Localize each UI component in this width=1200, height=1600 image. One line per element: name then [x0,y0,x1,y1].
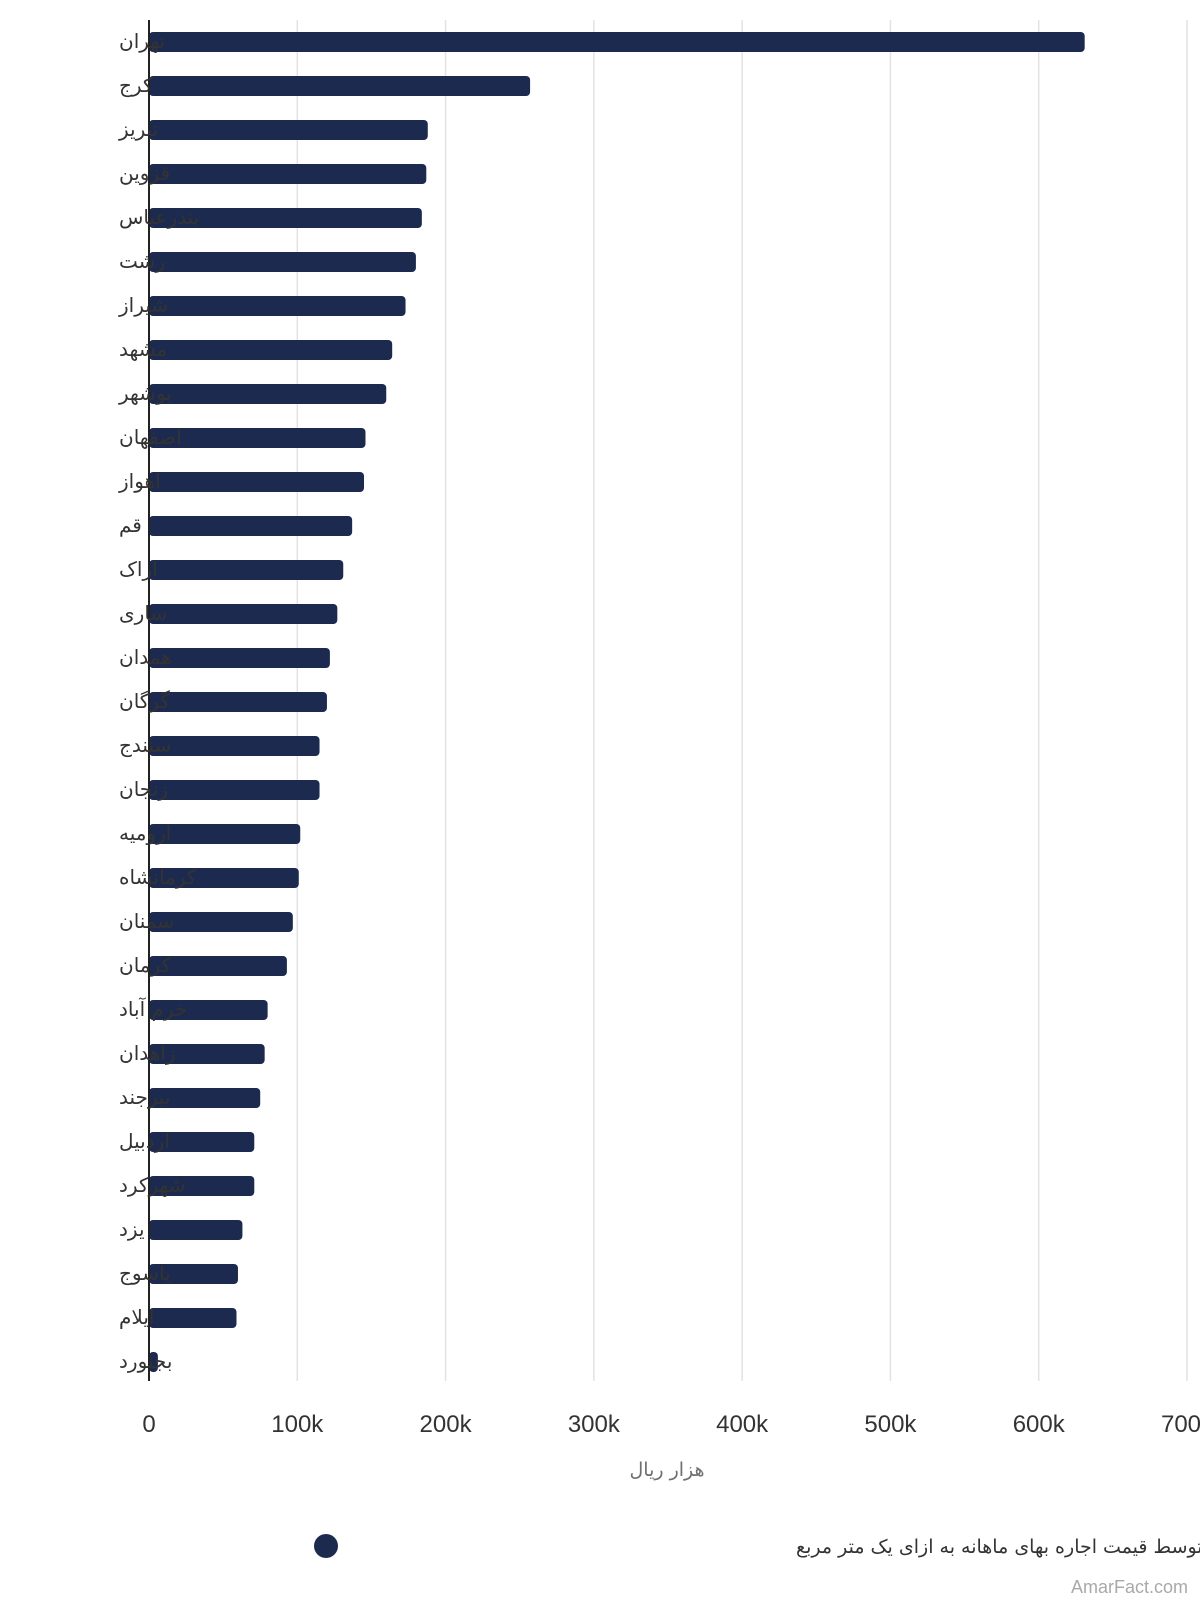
category-label: اردبیل [119,1129,170,1153]
bar[interactable] [149,76,531,96]
bar[interactable] [149,648,330,668]
bar[interactable] [149,1044,265,1064]
category-label: ارومیه [119,821,171,845]
bars [149,32,1085,1372]
watermark-text: AmarFact.com [1071,1577,1188,1597]
category-label: گرگان [119,689,170,713]
category-label: بوشهر [118,381,172,405]
bar[interactable] [149,1264,238,1284]
bar[interactable] [149,384,387,404]
x-axis-title: هزار ریال [629,1459,704,1481]
x-tick-labels: 0 100k 200k 300k 400k 500k 600k 700k [142,1411,1200,1438]
category-label: زنجان [119,777,168,801]
bar[interactable] [149,516,353,536]
bar[interactable] [149,208,422,228]
x-tick-label: 500k [864,1411,917,1438]
bar[interactable] [149,604,338,624]
category-label: سنندج [119,733,171,757]
legend[interactable]: متوسط قیمت اجاره بهای ماهانه به ازای یک … [314,1534,1200,1558]
x-tick-label: 100k [271,1411,324,1438]
category-label: رشت [119,249,165,273]
bar[interactable] [149,428,366,448]
category-label: یزد [119,1217,145,1241]
bar[interactable] [149,1132,255,1152]
bar[interactable] [149,1000,268,1020]
category-label: خرم آباد [119,996,187,1021]
category-label: اصفهان [119,425,182,449]
category-label: یاسوج [119,1261,171,1285]
bar[interactable] [149,868,299,888]
category-label: شیراز [118,293,168,317]
category-label: ساری [119,601,167,625]
gridlines [296,20,1188,1381]
category-label: قزوین [119,161,170,185]
bar[interactable] [149,956,287,976]
category-label: تبریز [118,117,158,141]
category-label: کرمان [119,953,172,977]
legend-label: متوسط قیمت اجاره بهای ماهانه به ازای یک … [796,1536,1200,1558]
category-label: همدان [119,645,172,669]
x-tick-label: 200k [420,1411,473,1438]
bar[interactable] [149,1088,261,1108]
bar[interactable] [149,120,428,140]
category-label: اراک [119,557,158,581]
category-label: کرج [119,73,153,97]
bar[interactable] [149,472,365,492]
category-label: شهرکرد [119,1173,185,1197]
x-tick-label: 600k [1013,1411,1066,1438]
category-label: قم [119,513,142,537]
bar[interactable] [149,164,427,184]
bar[interactable] [149,736,320,756]
bar[interactable] [149,824,301,844]
bar[interactable] [149,1352,158,1372]
bar[interactable] [149,252,416,272]
category-label: تهران [119,29,165,53]
bar[interactable] [149,912,293,932]
category-label: ایلام [119,1305,154,1329]
bar[interactable] [149,692,327,712]
bar[interactable] [149,1176,255,1196]
category-label: بیرجند [119,1085,171,1109]
bar[interactable] [149,1220,243,1240]
bar[interactable] [149,32,1085,52]
x-tick-label: 400k [716,1411,769,1438]
category-label: کرمانشاه [119,865,197,889]
x-tick-label: 0 [142,1411,155,1438]
category-label: بندرعباس [119,205,199,229]
bar[interactable] [149,1308,237,1328]
bar[interactable] [149,780,320,800]
bar[interactable] [149,340,393,360]
x-tick-label: 700k [1161,1411,1200,1438]
category-label: زاهدان [119,1041,176,1065]
category-label: بجنورد [119,1349,172,1373]
bar[interactable] [149,296,406,316]
category-labels: تهران کرج تبریز قزوین بندرعباس رشت شیراز مشهد بو… [118,29,199,1373]
category-label: مشهد [119,337,167,361]
x-tick-label: 300k [568,1411,621,1438]
legend-swatch [314,1534,338,1558]
bar[interactable] [149,560,344,580]
category-label: سمنان [119,909,174,933]
category-label: اهواز [118,469,161,493]
